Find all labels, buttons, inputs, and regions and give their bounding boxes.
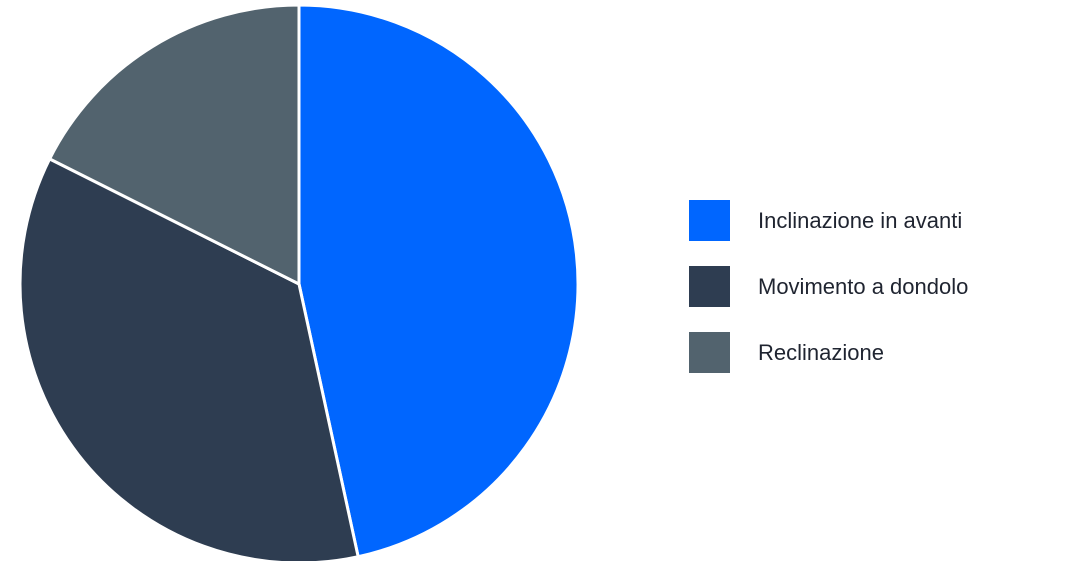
pie-slice-movimento-a-dondolo: [18, 157, 360, 561]
legend-label: Inclinazione in avanti: [758, 207, 963, 233]
legend-swatch: [689, 332, 730, 373]
legend-label: Reclinazione: [758, 339, 884, 365]
legend-item-reclinazione: Reclinazione: [689, 332, 968, 373]
legend-swatch: [689, 200, 730, 241]
legend-swatch: [689, 266, 730, 307]
legend-label: Movimento a dondolo: [758, 273, 969, 299]
pie-slice-reclinazione: [48, 3, 301, 286]
pie-slice-inclinazione-in-avanti: [297, 3, 580, 559]
pie-chart: [18, 3, 580, 561]
legend: Inclinazione in avanti Movimento a dondo…: [689, 200, 968, 398]
legend-item-inclinazione-in-avanti: Inclinazione in avanti: [689, 200, 968, 241]
legend-item-movimento-a-dondolo: Movimento a dondolo: [689, 266, 968, 307]
